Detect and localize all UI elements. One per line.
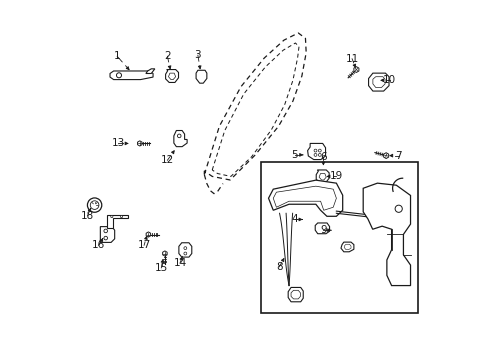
Circle shape [104,236,107,240]
Text: 17: 17 [137,240,150,250]
Text: 10: 10 [383,75,395,85]
Text: 5: 5 [291,150,297,160]
Circle shape [120,216,122,218]
Text: 11: 11 [345,54,358,64]
Polygon shape [174,131,187,147]
Text: 8: 8 [275,262,282,272]
Polygon shape [363,183,410,285]
Polygon shape [179,243,191,257]
Circle shape [318,153,321,156]
Circle shape [394,205,402,212]
Polygon shape [319,174,325,180]
Text: 4: 4 [291,215,297,224]
Polygon shape [110,71,153,80]
Text: 13: 13 [111,139,124,148]
Text: 7: 7 [395,150,401,161]
Text: 18: 18 [81,211,94,221]
Polygon shape [316,170,328,183]
Text: 2: 2 [164,51,170,61]
Text: 12: 12 [161,155,174,165]
Text: 3: 3 [194,50,201,60]
Text: 1: 1 [114,51,120,61]
Polygon shape [100,226,115,242]
Circle shape [313,153,316,156]
Polygon shape [196,70,206,83]
Bar [260,162,418,313]
Polygon shape [315,223,329,234]
Circle shape [177,134,181,138]
Polygon shape [340,242,353,252]
Polygon shape [307,143,325,159]
Text: 19: 19 [328,171,342,181]
Polygon shape [372,77,384,87]
Polygon shape [165,69,178,82]
Polygon shape [273,186,336,210]
Text: 15: 15 [154,263,167,273]
Circle shape [183,247,186,249]
Circle shape [116,73,121,78]
Polygon shape [344,244,350,249]
Circle shape [183,252,186,255]
Polygon shape [146,232,150,237]
Circle shape [90,201,99,210]
Text: 6: 6 [320,152,326,162]
Circle shape [313,149,316,152]
Circle shape [87,198,102,212]
Polygon shape [353,67,358,72]
Circle shape [110,216,113,218]
Polygon shape [368,73,388,91]
Polygon shape [137,141,142,146]
Circle shape [104,229,107,233]
Polygon shape [383,153,388,158]
Text: 14: 14 [173,258,186,268]
Polygon shape [168,73,175,80]
Polygon shape [145,69,155,73]
Polygon shape [163,251,167,256]
Polygon shape [290,290,300,299]
Text: 16: 16 [92,240,105,250]
Polygon shape [287,287,303,302]
Text: 9: 9 [320,225,326,235]
Polygon shape [107,215,127,228]
Polygon shape [268,180,342,216]
Circle shape [318,149,321,152]
